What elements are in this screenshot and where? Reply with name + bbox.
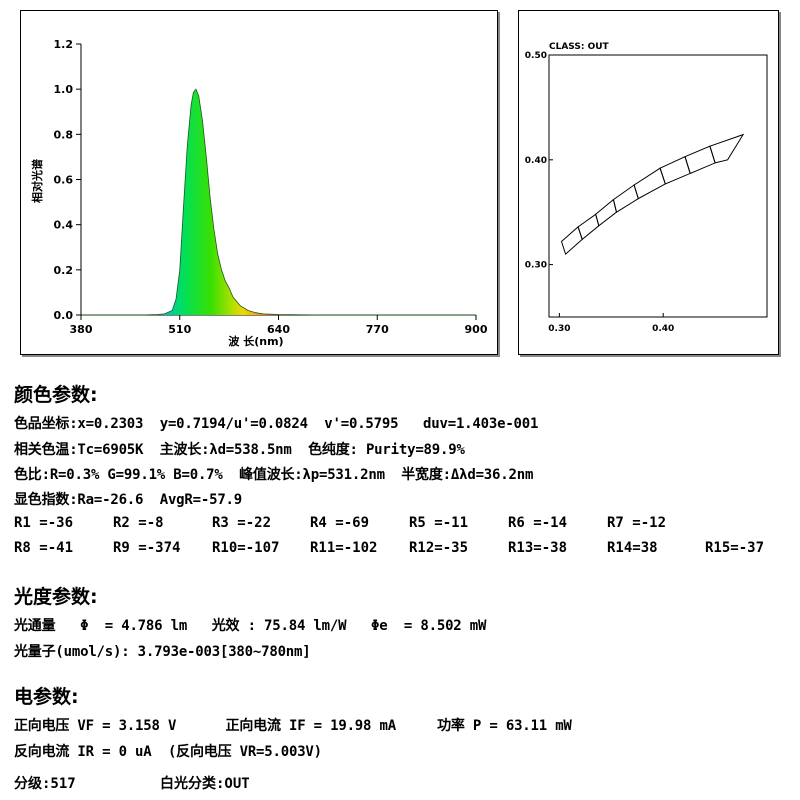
class-bin-quad (595, 198, 618, 227)
spectrum-x-tick-label: 380 (70, 323, 93, 336)
class-x-tick-label: 0.40 (652, 324, 674, 334)
spectrum-series-line (81, 88, 476, 316)
class-x-tick-label: 0.30 (548, 324, 570, 334)
color-ratio-line: 色比:R=0.3% G=99.1% B=0.7% 峰值波长:λp=531.2nm… (14, 467, 534, 483)
class-y-tick-label: 0.30 (525, 261, 547, 271)
forward-params-line: 正向电压 VF = 3.158 V 正向电流 IF = 19.98 mA 功率 … (14, 718, 572, 734)
class-bin-quad (684, 145, 716, 175)
class-bin-quad (612, 184, 639, 213)
spectrum-y-tick-label: 0.6 (54, 174, 74, 187)
spectrum-y-tick-label: 1.2 (54, 38, 74, 51)
spectrum-series-area (81, 89, 476, 315)
cri-r1: R1 =-36 (14, 515, 74, 531)
cct-line: 相关色温:Tc=6905K 主波长:λd=538.5nm 色纯度: Purity… (14, 442, 465, 458)
class-bin-quad (577, 213, 600, 241)
cri-r3: R3 =-22 (212, 515, 272, 531)
chromaticity-line: 色品坐标:x=0.2303 y=0.7194/u'=0.0824 v'=0.57… (14, 416, 539, 432)
spectrum-x-tick-label: 510 (168, 323, 191, 336)
cri-r8: R8 =-41 (14, 540, 74, 556)
luminous-flux-line: 光通量 Φ = 4.786 lm 光效 : 75.84 lm/W Φe = 8.… (14, 618, 487, 634)
spectrum-x-axis-label: 波 长(nm) (228, 334, 283, 348)
spectrum-x-tick-label: 640 (267, 323, 290, 336)
reverse-params-line: 反向电流 IR = 0 uA (反向电压 VR=5.003V) (14, 744, 322, 760)
class-plot-frame (548, 54, 768, 318)
cri-r9: R9 =-374 (113, 540, 181, 556)
cri-r6: R6 =-14 (508, 515, 568, 531)
class-y-tick-label: 0.40 (525, 156, 547, 166)
photometric-title: 光度参数: (14, 586, 98, 608)
color-params-title: 颜色参数: (14, 384, 98, 406)
spectrum-y-tick-label: 0.8 (54, 128, 74, 141)
class-chart: CLASS: OUT 0.30 0.40 0.50 0.30 0.40 (525, 42, 768, 334)
white-class-value: 白光分类:OUT (160, 776, 250, 792)
cri-r12: R12=-35 (409, 540, 469, 556)
photon-flux-line: 光量子(umol/s): 3.793e-003[380~780nm] (14, 644, 311, 660)
cri-r4: R4 =-69 (310, 515, 370, 531)
spectrum-y-tick-label: 1.0 (54, 83, 74, 96)
spectrum-x-tick-label: 770 (366, 323, 389, 336)
electrical-title: 电参数: (14, 686, 79, 708)
spectrum-y-tick-label: 0.4 (54, 219, 74, 232)
cri-r14: R14=38 (607, 540, 658, 556)
grade-value: 分级:517 (14, 776, 76, 792)
cri-summary-line: 显色指数:Ra=-26.6 AvgR=-57.9 (14, 492, 243, 508)
class-y-tick-label: 0.50 (525, 51, 547, 61)
class-bin-quad (659, 156, 691, 185)
cri-r7: R7 =-12 (607, 515, 667, 531)
spectrum-chart-panel: 0.0 0.2 0.4 0.6 0.8 1.0 1.2 380 510 640 770 900 波 长… (20, 10, 498, 355)
class-bin-quad (633, 167, 666, 200)
spectrum-chart: 0.0 0.2 0.4 0.6 0.8 1.0 1.2 380 510 640 770 900 波 长… (30, 38, 488, 348)
class-chart-panel: CLASS: OUT 0.30 0.40 0.50 0.30 0.40 (518, 10, 779, 355)
cri-r13: R13=-38 (508, 540, 568, 556)
cri-r11: R11=-102 (310, 540, 378, 556)
class-chart-title: CLASS: OUT (549, 42, 610, 52)
spectrum-y-axis-label: 相对光谱 (30, 159, 44, 203)
spectrum-x-tick-label: 900 (465, 323, 488, 336)
class-bin-quad (709, 133, 745, 164)
cri-r2: R2 =-8 (113, 515, 164, 531)
spectrum-y-tick-label: 0.2 (54, 264, 74, 277)
spectrum-y-tick-label: 0.0 (54, 309, 74, 322)
cri-r15: R15=-37 (705, 540, 765, 556)
cri-r10: R10=-107 (212, 540, 280, 556)
cri-r5: R5 =-11 (409, 515, 469, 531)
